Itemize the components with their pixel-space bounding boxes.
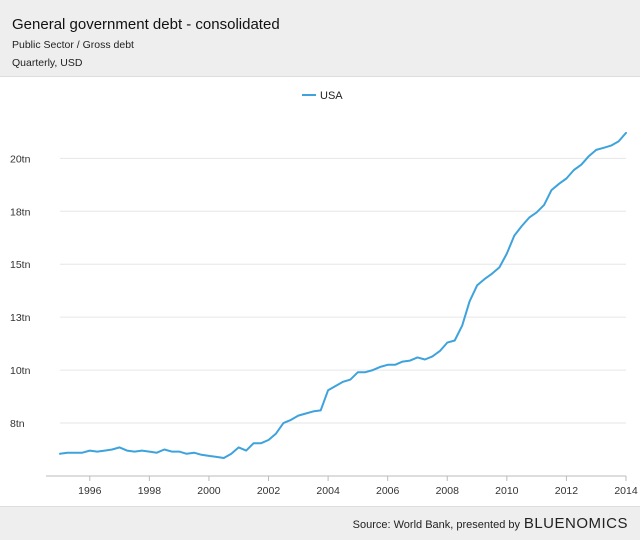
x-tick-label: 2000 [197,485,221,497]
chart-footer: Source: World Bank, presented by BLUENOM… [0,506,640,540]
source-note: Source: World Bank, presented by [352,519,520,531]
bluenomics-logo[interactable]: BLUENOMICS [523,515,628,532]
grid-lines [60,157,626,424]
x-tick-label: 2004 [316,485,340,497]
x-tick-label: 1996 [78,485,102,497]
y-tick-label: 20tn [10,153,31,165]
y-axis-labels: 8tn 10tn 13tn 15tn 18tn 20tn [10,153,31,430]
x-tick-label: 2012 [555,485,579,497]
chart-header: General government debt - consolidated P… [0,0,640,77]
x-tick-label: 2006 [376,485,400,497]
x-axis-labels: 1996 1998 2000 2002 2004 2006 2008 2010 2012 2014 [78,485,638,497]
chart-title: General government debt - consolidated [12,16,280,33]
series-line-usa [59,131,627,459]
x-tick-label: 1998 [138,485,162,497]
x-tick-label: 2002 [257,485,281,497]
chart-subtitle: Public Sector / Gross debt [12,39,134,51]
legend[interactable]: USA [302,90,343,102]
y-tick-label: 15tn [10,259,31,271]
y-tick-label: 8tn [10,418,25,430]
series-layer [59,131,627,459]
x-axis [46,475,627,481]
y-tick-label: 18tn [10,206,31,218]
x-tick-label: 2014 [614,485,638,497]
chart-frequency: Quarterly, USD [12,57,83,69]
legend-label-usa: USA [320,90,343,102]
line-chart: 8tn 10tn 13tn 15tn 18tn 20tn 1996 1998 2000 2002… [10,90,638,497]
y-tick-label: 13tn [10,312,31,324]
x-tick-label: 2010 [495,485,519,497]
x-tick-label: 2008 [436,485,460,497]
y-tick-label: 10tn [10,365,31,377]
